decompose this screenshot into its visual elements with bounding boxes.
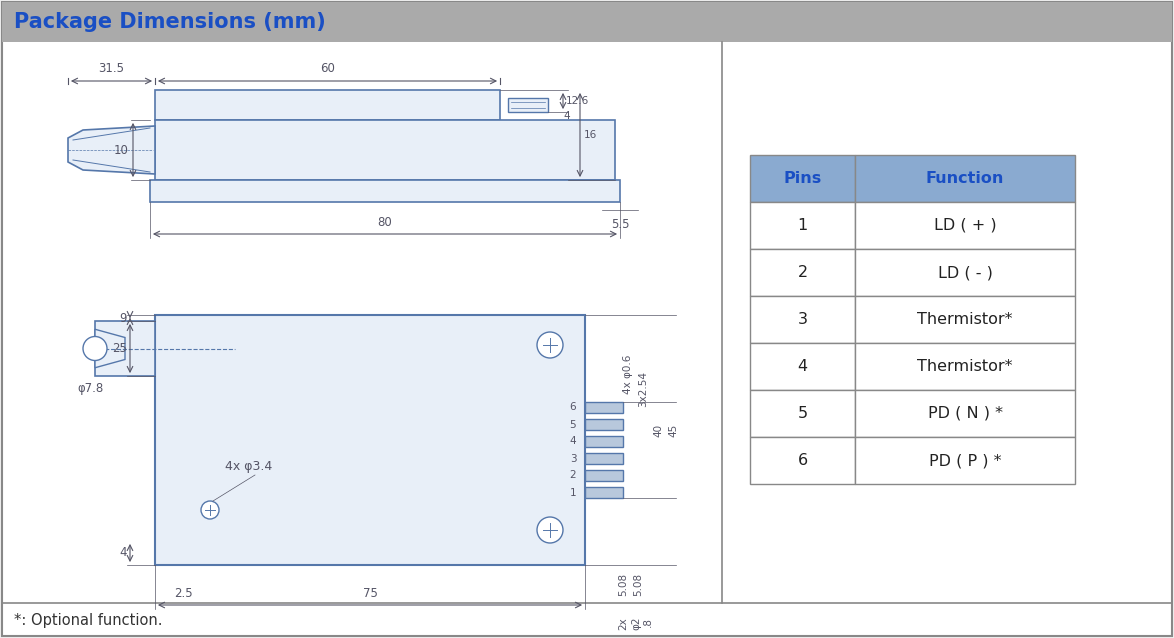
Circle shape (201, 501, 220, 519)
Text: 4x φ3.4: 4x φ3.4 (225, 460, 272, 473)
Text: 4x φ0.6: 4x φ0.6 (623, 355, 633, 394)
Bar (750, 202, 855, 249)
Text: 10: 10 (114, 144, 129, 156)
Bar (508, 98, 548, 112)
Text: 2: 2 (797, 265, 808, 280)
Text: 16: 16 (583, 130, 598, 140)
Text: PD ( N ) *: PD ( N ) * (927, 406, 1003, 421)
Bar (150, 180, 620, 202)
Bar (855, 202, 1075, 249)
Bar (585, 402, 623, 413)
Text: 6: 6 (569, 403, 576, 413)
Text: *: Optional function.: *: Optional function. (14, 613, 162, 628)
Text: Thermistor*: Thermistor* (917, 359, 1013, 374)
Text: 4: 4 (564, 111, 569, 121)
Text: 2x: 2x (618, 617, 628, 630)
Bar (155, 315, 585, 565)
Text: 60: 60 (321, 62, 335, 75)
Text: 1: 1 (569, 487, 576, 498)
Text: 5: 5 (569, 420, 576, 429)
Text: φ2: φ2 (630, 617, 641, 630)
Text: Function: Function (926, 171, 1004, 186)
Text: 75: 75 (363, 587, 377, 600)
Polygon shape (95, 329, 124, 367)
Bar (585, 487, 623, 498)
Text: Pins: Pins (783, 171, 822, 186)
Text: 5.5: 5.5 (610, 218, 629, 231)
Text: .8: .8 (643, 617, 653, 627)
Text: LD ( - ): LD ( - ) (938, 265, 992, 280)
Text: 3x2.54: 3x2.54 (637, 371, 648, 407)
Bar (750, 155, 855, 202)
Text: 4: 4 (797, 359, 808, 374)
Circle shape (537, 517, 564, 543)
Text: 45: 45 (668, 424, 679, 436)
Bar (855, 437, 1075, 484)
Bar (750, 437, 855, 484)
Text: 5.08: 5.08 (633, 573, 643, 596)
Text: 31.5: 31.5 (99, 62, 124, 75)
Text: 4: 4 (569, 436, 576, 447)
Bar (750, 249, 855, 296)
Circle shape (537, 332, 564, 358)
Polygon shape (68, 126, 155, 174)
Text: 5.08: 5.08 (618, 573, 628, 596)
Bar (585, 470, 623, 481)
Text: 12.6: 12.6 (566, 96, 589, 106)
Text: 1: 1 (797, 218, 808, 233)
Bar (585, 419, 623, 430)
Text: 9: 9 (120, 311, 127, 325)
Text: 3: 3 (797, 312, 808, 327)
Bar (855, 343, 1075, 390)
Bar (585, 436, 623, 447)
Text: 3: 3 (569, 454, 576, 463)
Text: 40: 40 (653, 424, 663, 436)
Text: 5: 5 (797, 406, 808, 421)
Text: Thermistor*: Thermistor* (917, 312, 1013, 327)
Bar (155, 90, 500, 120)
Bar (750, 390, 855, 437)
Bar (855, 155, 1075, 202)
Text: 2: 2 (569, 470, 576, 480)
Text: 25: 25 (113, 342, 127, 355)
Text: Package Dimensions (mm): Package Dimensions (mm) (14, 12, 325, 32)
Bar (585, 453, 623, 464)
Bar (155, 120, 615, 180)
Bar (855, 296, 1075, 343)
Text: LD ( + ): LD ( + ) (933, 218, 997, 233)
Text: 4: 4 (120, 547, 127, 560)
Text: 80: 80 (378, 216, 392, 229)
Text: φ7.8: φ7.8 (76, 382, 103, 395)
Bar (855, 249, 1075, 296)
Bar (95, 321, 155, 376)
Bar (750, 296, 855, 343)
Circle shape (83, 336, 107, 360)
Bar (750, 343, 855, 390)
Bar (855, 390, 1075, 437)
Text: PD ( P ) *: PD ( P ) * (929, 453, 1001, 468)
Text: 2.5: 2.5 (174, 587, 193, 600)
Text: 6: 6 (797, 453, 808, 468)
Bar (2, 2, 1172, 42)
